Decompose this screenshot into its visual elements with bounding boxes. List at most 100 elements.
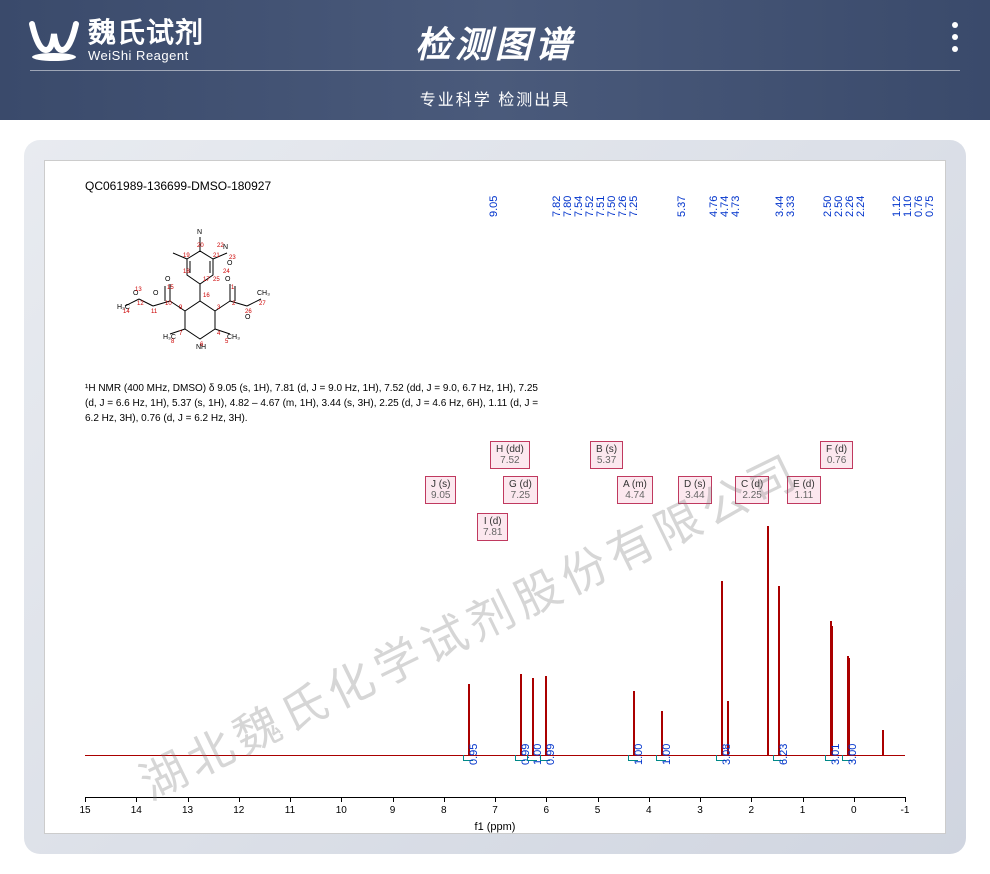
axis-tick-label: 1 xyxy=(800,805,806,816)
svg-text:25: 25 xyxy=(213,277,220,283)
svg-text:O: O xyxy=(225,276,231,283)
nmr-line: 6.2 Hz, 3H), 0.76 (d, J = 6.2 Hz, 3H). xyxy=(85,411,538,426)
axis-tick xyxy=(803,797,804,802)
axis-tick-label: 3 xyxy=(697,805,703,816)
content-frame: QC061989-136699-DMSO-180927 H₃COO OOCH₃ … xyxy=(24,140,966,854)
page-title: 检测图谱 xyxy=(415,16,575,68)
subtitle: 专业科学 检测出具 xyxy=(420,86,570,110)
svg-text:26: 26 xyxy=(245,309,252,315)
nmr-spectrum: QC061989-136699-DMSO-180927 H₃COO OOCH₃ … xyxy=(44,160,946,834)
peak-value: 7.54 xyxy=(573,196,585,217)
spectrum-peak xyxy=(778,586,780,756)
svg-text:22: 22 xyxy=(217,243,224,249)
axis-tick xyxy=(905,797,906,802)
axis-tick xyxy=(546,797,547,802)
svg-text:14: 14 xyxy=(123,309,130,315)
integral-value: 6.23 xyxy=(778,744,790,765)
axis-tick xyxy=(393,797,394,802)
axis-tick xyxy=(444,797,445,802)
integral-value: 3.08 xyxy=(721,744,733,765)
header: 魏氏试剂 WeiShi Reagent 检测图谱 专业科学 检测出具 xyxy=(0,0,990,120)
spectrum-peak xyxy=(882,730,884,756)
peak-value: 1.12 xyxy=(891,196,903,217)
svg-text:1: 1 xyxy=(231,285,235,291)
integral-value: 1.00 xyxy=(633,744,645,765)
molecular-structure: H₃COO OOCH₃ OH₃CCH₃ NHNO N 678 91011 121… xyxy=(105,199,335,369)
svg-text:O: O xyxy=(153,290,159,297)
peak-value: 7.51 xyxy=(595,196,607,217)
peak-value: 7.26 xyxy=(617,196,629,217)
nmr-line: (d, J = 6.6 Hz, 1H), 5.37 (s, 1H), 4.82 … xyxy=(85,396,538,411)
axis-tick xyxy=(700,797,701,802)
axis-tick xyxy=(649,797,650,802)
axis-tick-label: 2 xyxy=(748,805,754,816)
svg-text:7: 7 xyxy=(179,331,183,337)
nmr-line: ¹H NMR (400 MHz, DMSO) δ 9.05 (s, 1H), 7… xyxy=(85,381,538,396)
peak-value: 7.25 xyxy=(628,196,640,217)
integral-value: 0.99 xyxy=(545,744,557,765)
axis-tick xyxy=(495,797,496,802)
divider xyxy=(30,70,960,71)
axis-tick-label: 9 xyxy=(390,805,396,816)
svg-text:9: 9 xyxy=(179,305,183,311)
svg-text:19: 19 xyxy=(183,253,190,259)
assignment-box: B (s)5.37 xyxy=(590,441,623,469)
axis-tick xyxy=(598,797,599,802)
peak-value: 4.73 xyxy=(730,196,742,217)
svg-text:15: 15 xyxy=(167,285,174,291)
peak-value: 7.50 xyxy=(606,196,618,217)
assignment-box: H (dd)7.52 xyxy=(490,441,530,469)
logo-mark-icon xyxy=(28,18,80,62)
svg-text:21: 21 xyxy=(213,253,220,259)
peak-value: 2.24 xyxy=(855,196,867,217)
axis-tick-label: 13 xyxy=(182,805,193,816)
svg-text:17: 17 xyxy=(203,277,210,283)
peak-value: 1.10 xyxy=(902,196,914,217)
peak-value: 0.75 xyxy=(924,196,936,217)
axis-tick xyxy=(290,797,291,802)
svg-text:CH₃: CH₃ xyxy=(227,334,240,341)
nmr-description: ¹H NMR (400 MHz, DMSO) δ 9.05 (s, 1H), 7… xyxy=(85,381,538,426)
integral-labels: 0.950.991.000.991.001.003.086.233.013.00 xyxy=(85,763,905,793)
brand-name-cn: 魏氏试剂 xyxy=(88,19,204,47)
axis-tick-label: -1 xyxy=(901,805,910,816)
axis-tick-label: 14 xyxy=(131,805,142,816)
svg-text:11: 11 xyxy=(151,309,158,315)
menu-icon[interactable] xyxy=(952,22,958,52)
axis-tick-label: 4 xyxy=(646,805,652,816)
brand-name-en: WeiShi Reagent xyxy=(88,49,204,62)
axis-tick xyxy=(136,797,137,802)
assignment-box: D (s)3.44 xyxy=(678,476,712,504)
assignment-box: A (m)4.74 xyxy=(617,476,653,504)
logo: 魏氏试剂 WeiShi Reagent xyxy=(28,18,204,62)
axis-tick xyxy=(85,797,86,802)
svg-text:18: 18 xyxy=(183,269,190,275)
axis-label: f1 (ppm) xyxy=(475,821,516,833)
axis-tick-label: 12 xyxy=(233,805,244,816)
integral-value: 0.95 xyxy=(468,744,480,765)
axis-tick-label: 8 xyxy=(441,805,447,816)
svg-text:N: N xyxy=(223,244,228,251)
svg-text:2: 2 xyxy=(232,301,236,307)
peak-value: 0.76 xyxy=(913,196,925,217)
integral-value: 1.00 xyxy=(661,744,673,765)
axis-tick xyxy=(751,797,752,802)
peak-labels: 9.057.827.807.547.527.517.507.267.255.37… xyxy=(45,171,945,187)
axis-tick xyxy=(239,797,240,802)
logo-text: 魏氏试剂 WeiShi Reagent xyxy=(88,19,204,62)
axis-tick xyxy=(188,797,189,802)
axis-tick-label: 6 xyxy=(543,805,549,816)
peak-value: 4.74 xyxy=(719,196,731,217)
axis-tick-label: 7 xyxy=(492,805,498,816)
svg-text:13: 13 xyxy=(135,287,142,293)
axis-tick-label: 10 xyxy=(336,805,347,816)
svg-text:O: O xyxy=(227,260,233,267)
spectrum-peak xyxy=(721,581,723,756)
axis-tick-label: 0 xyxy=(851,805,857,816)
axis-tick-label: 5 xyxy=(595,805,601,816)
peak-value: 5.37 xyxy=(676,196,688,217)
svg-text:12: 12 xyxy=(137,301,144,307)
peak-value: 4.76 xyxy=(708,196,720,217)
spectrum-peak xyxy=(831,626,833,756)
svg-text:4: 4 xyxy=(217,331,221,337)
